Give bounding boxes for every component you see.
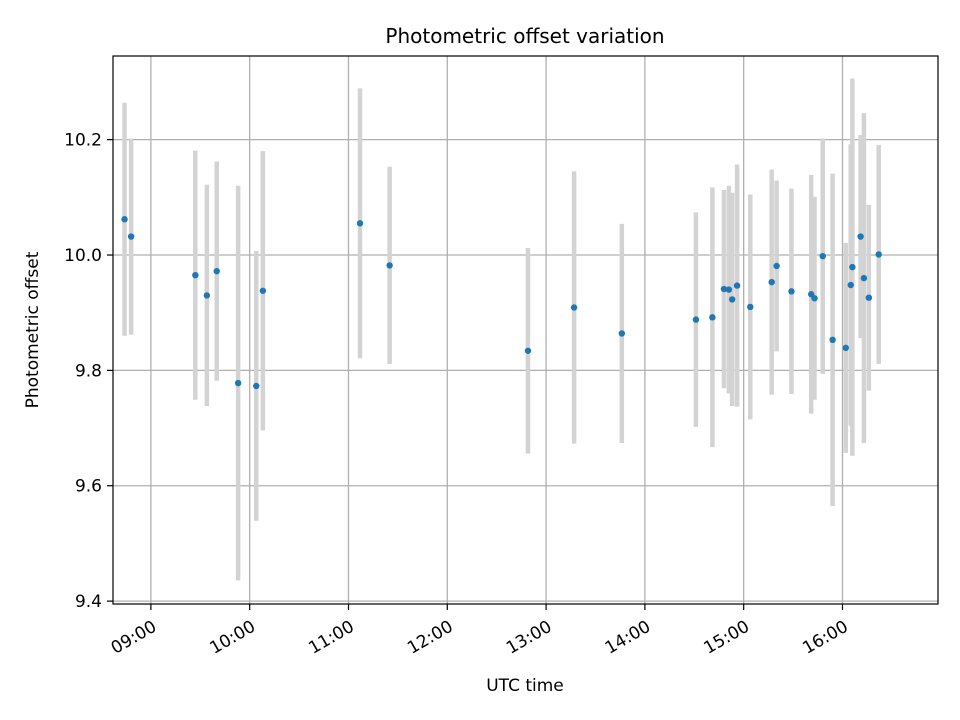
data-point xyxy=(849,263,856,271)
data-point xyxy=(259,287,267,294)
data-point xyxy=(121,216,128,223)
data-point xyxy=(865,294,873,301)
data-point xyxy=(386,262,393,269)
data-point xyxy=(857,233,864,240)
data-point xyxy=(733,282,741,289)
data-point xyxy=(829,336,836,344)
data-point xyxy=(203,292,211,299)
data-point xyxy=(234,379,242,387)
y-tick-label: 10.0 xyxy=(64,246,102,266)
plot-frame xyxy=(112,55,939,605)
y-tick-label: 10.2 xyxy=(64,131,102,151)
data-point xyxy=(127,233,135,240)
y-tick-label: 9.4 xyxy=(75,592,102,612)
data-point xyxy=(720,285,728,293)
data-point xyxy=(192,272,199,279)
data-point xyxy=(356,220,364,227)
data-point xyxy=(747,303,754,311)
data-point xyxy=(692,316,700,323)
data-point xyxy=(618,330,626,337)
data-point xyxy=(773,262,780,270)
data-point xyxy=(842,344,849,352)
grid-lines xyxy=(113,56,938,604)
data-point xyxy=(811,295,818,302)
data-point xyxy=(725,286,733,293)
data-point xyxy=(847,281,854,289)
chart-title: Photometric offset variation xyxy=(385,24,664,48)
y-tick-label: 9.6 xyxy=(75,477,102,497)
data-point xyxy=(570,304,578,311)
data-point xyxy=(788,288,795,295)
data-point xyxy=(875,251,882,258)
data-point xyxy=(709,314,716,321)
data-point xyxy=(213,267,220,275)
data-point xyxy=(253,382,260,390)
y-tick-label: 9.8 xyxy=(75,361,102,381)
data-points xyxy=(121,216,882,390)
data-point xyxy=(524,347,532,354)
data-point xyxy=(768,278,775,286)
y-axis-label: Photometric offset xyxy=(23,251,43,408)
x-axis-label: UTC time xyxy=(486,676,564,696)
y-axis-ticks: 9.4 9.6 9.8 10.0 10.2 xyxy=(64,131,113,612)
data-point xyxy=(819,252,826,260)
data-point xyxy=(728,296,736,303)
data-point xyxy=(860,274,868,282)
